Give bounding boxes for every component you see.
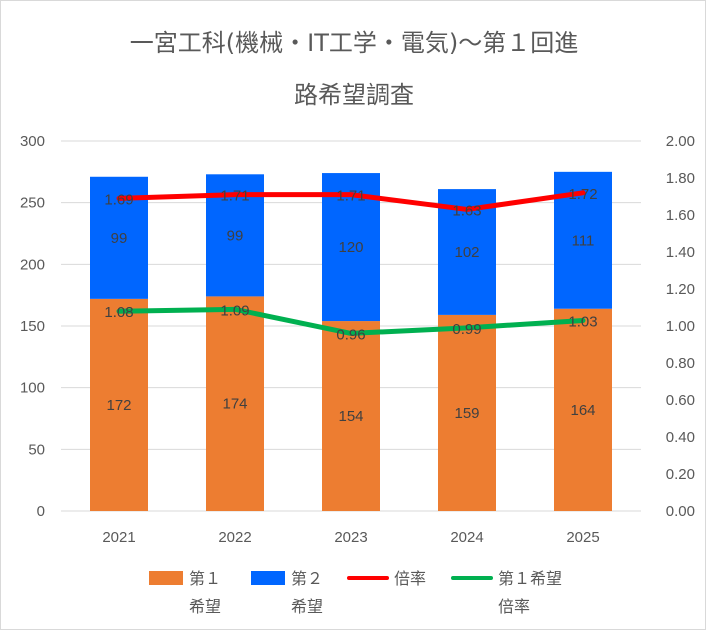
- axis-ticks: 0 50 100 150 200 250 300 0.00 0.20 0.40 0.60 0.80 1.…: [20, 133, 695, 546]
- bar-first-choice: [90, 298, 148, 511]
- y-left-tick-label: 0: [37, 503, 45, 520]
- y-left-tick-label: 250: [20, 195, 45, 212]
- line-data-label: 1.71: [336, 188, 365, 205]
- x-tick-label: 2023: [334, 529, 367, 546]
- chart-title-line-1: 一宮工科(機械・IT工学・電気)～第１回進: [129, 29, 579, 57]
- line-data-label: 1.69: [104, 191, 133, 208]
- y-right-tick-label: 1.80: [666, 170, 695, 187]
- bar-data-label: 99: [111, 230, 128, 247]
- bar-first-choice: [206, 296, 264, 511]
- bar-data-label: 159: [454, 405, 479, 422]
- legend-swatch: [251, 571, 285, 585]
- bar-first-choice: [322, 321, 380, 511]
- bar-data-label: 99: [227, 227, 244, 244]
- legend-label: 第１希望: [498, 569, 562, 588]
- chart-title-line-2: 路希望調査: [294, 81, 414, 109]
- y-right-tick-label: 0.00: [666, 503, 695, 520]
- bar-data-label: 172: [106, 397, 131, 414]
- bars: [90, 171, 612, 511]
- line-data-label: 1.09: [220, 302, 249, 319]
- legend-label: 希望: [189, 597, 221, 616]
- line-data-label: 0.99: [452, 321, 481, 338]
- y-right-tick-label: 0.60: [666, 392, 695, 409]
- legend-label: 希望: [291, 597, 323, 616]
- y-right-tick-label: 0.20: [666, 466, 695, 483]
- y-right-tick-label: 0.80: [666, 355, 695, 372]
- y-right-tick-label: 2.00: [666, 133, 695, 150]
- line-data-label: 1.72: [568, 186, 597, 203]
- line-data-label: 1.03: [568, 313, 597, 330]
- legend-label: 倍率: [394, 569, 426, 588]
- y-right-tick-label: 1.40: [666, 244, 695, 261]
- y-left-tick-label: 150: [20, 318, 45, 335]
- bar-data-label: 120: [338, 239, 363, 256]
- y-right-tick-label: 1.60: [666, 207, 695, 224]
- y-left-tick-label: 50: [28, 441, 45, 458]
- legend-swatch: [149, 571, 183, 585]
- bar-first-choice: [438, 314, 496, 511]
- x-tick-label: 2025: [566, 529, 599, 546]
- x-tick-label: 2024: [450, 529, 483, 546]
- y-right-tick-label: 1.20: [666, 281, 695, 298]
- series-lines: [116, 190, 586, 336]
- y-left-tick-label: 200: [20, 256, 45, 273]
- legend-label: 第１: [189, 569, 221, 588]
- bar-data-label: 102: [454, 244, 479, 261]
- data-labels: 172 99 174 99 154 120 159 102 164 111 1.69 1.71 1.71…: [104, 186, 597, 425]
- legend-label: 倍率: [498, 597, 530, 616]
- bar-data-label: 164: [570, 402, 595, 419]
- y-left-tick-label: 300: [20, 133, 45, 150]
- y-right-tick-label: 0.40: [666, 429, 695, 446]
- legend-label: 第２: [291, 569, 323, 588]
- y-right-tick-label: 1.00: [666, 318, 695, 335]
- line-data-label: 0.96: [336, 326, 365, 343]
- line-ratio: [116, 190, 586, 212]
- y-left-tick-label: 100: [20, 380, 45, 397]
- line-data-label: 1.63: [452, 202, 481, 219]
- x-tick-label: 2022: [218, 529, 251, 546]
- bar-data-label: 154: [338, 408, 363, 425]
- bar-data-label: 174: [222, 396, 247, 413]
- bar-first-choice: [554, 308, 612, 511]
- x-tick-label: 2021: [102, 529, 135, 546]
- line-data-label: 1.08: [104, 304, 133, 321]
- bar-data-label: 111: [572, 232, 595, 249]
- line-data-label: 1.71: [220, 188, 249, 205]
- line-first-choice-ratio: [116, 306, 586, 336]
